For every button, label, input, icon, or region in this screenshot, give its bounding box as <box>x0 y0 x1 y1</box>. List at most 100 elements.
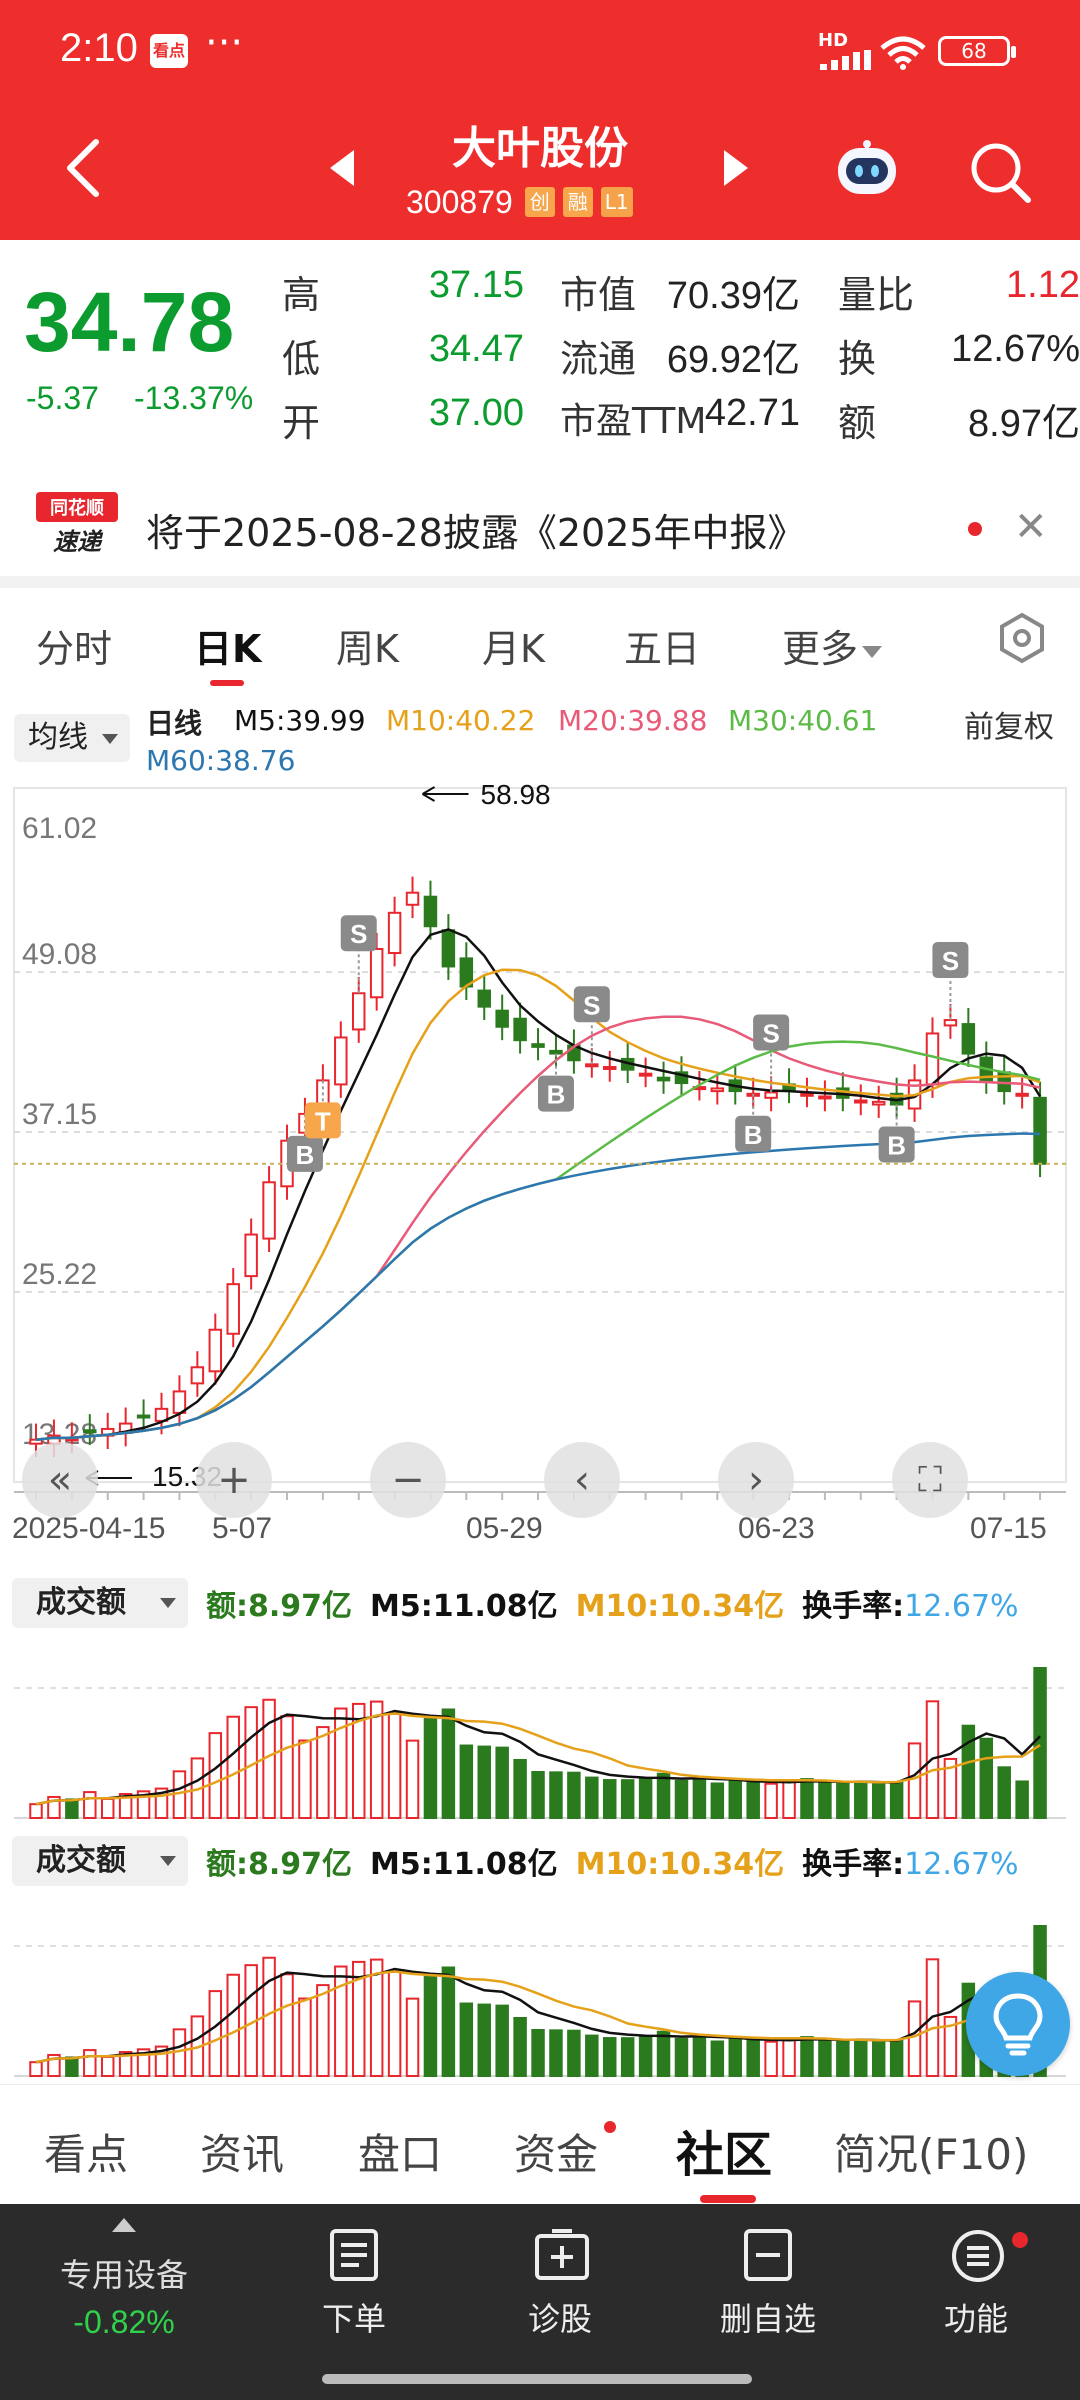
news-bar[interactable]: 同花顺 速递 将于2025-08-28披露《2025年中报》 ✕ <box>0 470 1080 588</box>
scroll-start-button[interactable]: « <box>22 1442 98 1518</box>
amount-bar <box>47 2053 61 2077</box>
tab-news[interactable]: 资讯 <box>200 2130 285 2179</box>
scroll-right-button[interactable]: › <box>718 1442 794 1518</box>
candle-body <box>190 1366 205 1385</box>
amount-bar <box>208 1732 223 1819</box>
signal-label: B <box>547 1080 566 1110</box>
amount-legend-1: 成交额 额:8.97亿 M5:11.08亿 M10:10.34亿 换手率:12.… <box>12 1576 1019 1630</box>
prev-stock-icon[interactable] <box>330 150 354 186</box>
turnover-value: 12.67% <box>951 328 1080 370</box>
tab-five-day[interactable]: 五日 <box>624 627 701 671</box>
tab-order-book[interactable]: 盘口 <box>358 2130 443 2179</box>
settings-hexagon-icon[interactable] <box>996 612 1048 664</box>
turnover-rate-2: 12.67% <box>904 1847 1019 1882</box>
amount-bar <box>83 2049 97 2077</box>
amount-bars-2[interactable] <box>0 1886 1080 2086</box>
amount-selector-1[interactable]: 成交额 <box>12 1578 188 1628</box>
amount-bar <box>943 1757 958 1819</box>
kline-svg[interactable]: 61.0249.0837.1525.2213.2858.9815.32BTSBS… <box>0 782 1080 1562</box>
amount-m5-1: M5:11.08亿 <box>370 1589 558 1624</box>
candle-body <box>854 1099 868 1104</box>
remove-watchlist-button[interactable]: 删自选 <box>698 2228 838 2348</box>
tab-more[interactable]: 更多 <box>782 618 883 673</box>
amount-bar <box>710 2040 725 2077</box>
amount-bar <box>298 1739 312 1819</box>
candle-body <box>961 1023 976 1055</box>
lightbulb-tip-icon[interactable] <box>966 1972 1070 2076</box>
zoom-in-button[interactable]: + <box>196 1442 272 1518</box>
amount-bar <box>620 2037 635 2077</box>
amount-bar <box>997 1766 1011 1820</box>
amount-bar <box>405 1739 420 1819</box>
amount-bar <box>83 1791 97 1819</box>
signal-label: B <box>744 1120 763 1150</box>
amount-legend-2: 成交额 额:8.97亿 M5:11.08亿 M10:10.34亿 换手率:12.… <box>12 1834 1019 1888</box>
tab-f10[interactable]: 简况(F10) <box>834 2130 1029 2179</box>
candle-body <box>136 1414 151 1419</box>
amount-bar <box>871 1783 886 1820</box>
amount-bar <box>782 1780 796 1820</box>
ma30-value: M30:40.61 <box>728 704 878 737</box>
scroll-left-button[interactable]: ‹ <box>544 1442 620 1518</box>
tag-margin: 融 <box>562 187 593 217</box>
search-icon[interactable] <box>968 140 1032 204</box>
kline-chart[interactable]: 61.02 49.08 37.15 25.22 13.28 58.98 15.32 B T S B S… <box>0 782 1080 1562</box>
candle-body <box>674 1071 689 1085</box>
tab-capital[interactable]: 资金 <box>514 2130 599 2179</box>
x-tick-label: 05-29 <box>466 1512 543 1545</box>
sector-ticker[interactable]: 专用设备 -0.82% <box>24 2204 224 2400</box>
next-stock-icon[interactable] <box>724 150 748 186</box>
amount-bar <box>854 1780 868 1819</box>
tab-highlights[interactable]: 看点 <box>44 2130 129 2179</box>
close-icon[interactable]: ✕ <box>1014 504 1048 550</box>
tab-daily-k[interactable]: 日K <box>194 627 262 671</box>
candle-body <box>603 1065 617 1070</box>
candle-body <box>495 1009 509 1028</box>
amount-panel-1[interactable]: 成交额 额:8.97亿 M5:11.08亿 M10:10.34亿 换手率:12.… <box>0 1572 1080 1828</box>
tab-community[interactable]: 社区 <box>676 2127 773 2183</box>
adjust-mode[interactable]: 前复权 <box>964 710 1054 745</box>
news-headline[interactable]: 将于2025-08-28披露《2025年中报》 <box>146 511 806 555</box>
amount-bar <box>29 2061 43 2078</box>
amount-bar <box>656 1772 671 1819</box>
tab-weekly-k[interactable]: 周K <box>336 627 399 671</box>
signal-badge <box>340 915 377 952</box>
amount-selector-2[interactable]: 成交额 <box>12 1836 188 1886</box>
ma-line-5 <box>35 928 1042 1441</box>
candle-body <box>83 1429 97 1434</box>
fullscreen-button[interactable]: ⛶ <box>892 1442 968 1518</box>
signal-label: T <box>315 1106 331 1136</box>
ma-selector[interactable]: 均线 <box>14 714 130 762</box>
price-change-percent: -13.37% <box>134 380 254 416</box>
capital-unread-dot <box>604 2121 616 2133</box>
amount-bar <box>100 2055 115 2078</box>
order-label: 下单 <box>321 2300 386 2338</box>
amount-bars-1[interactable] <box>0 1628 1080 1828</box>
amount-bar <box>800 1778 814 1819</box>
candle-body <box>710 1087 725 1093</box>
ma-selector-label: 均线 <box>28 720 88 755</box>
diagnose-button[interactable]: 诊股 <box>490 2228 630 2348</box>
remove-watchlist-icon <box>744 2229 792 2281</box>
tab-intraday[interactable]: 分时 <box>36 627 113 671</box>
zoom-out-button[interactable]: − <box>370 1442 446 1518</box>
amount-bar <box>1015 1780 1029 1819</box>
functions-button[interactable]: 功能 <box>906 2228 1046 2348</box>
back-icon[interactable] <box>62 138 102 198</box>
stock-name: 大叶股份 <box>452 123 628 174</box>
candle-body <box>477 989 491 1008</box>
x-tick-label: 5-07 <box>212 1512 272 1545</box>
amount-m5-2: M5:11.08亿 <box>370 1847 558 1882</box>
functions-unread-dot <box>1012 2232 1028 2248</box>
ma5-value: M5:39.99 <box>234 704 366 737</box>
bottom-toolbar: 专用设备 -0.82% 下单 诊股 删自选 功能 <box>0 2204 1080 2400</box>
robot-assistant-icon[interactable] <box>832 138 902 202</box>
candle-body <box>244 1233 258 1278</box>
order-button[interactable]: 下单 <box>284 2228 424 2348</box>
amount-bar <box>387 1970 402 2077</box>
signal-badge <box>932 942 969 979</box>
signal-label: B <box>887 1131 906 1161</box>
tab-monthly-k[interactable]: 月K <box>482 627 545 671</box>
amount-panel-2[interactable]: 成交额 额:8.97亿 M5:11.08亿 M10:10.34亿 换手率:12.… <box>0 1830 1080 2086</box>
tag-l1: L1 <box>600 187 633 217</box>
